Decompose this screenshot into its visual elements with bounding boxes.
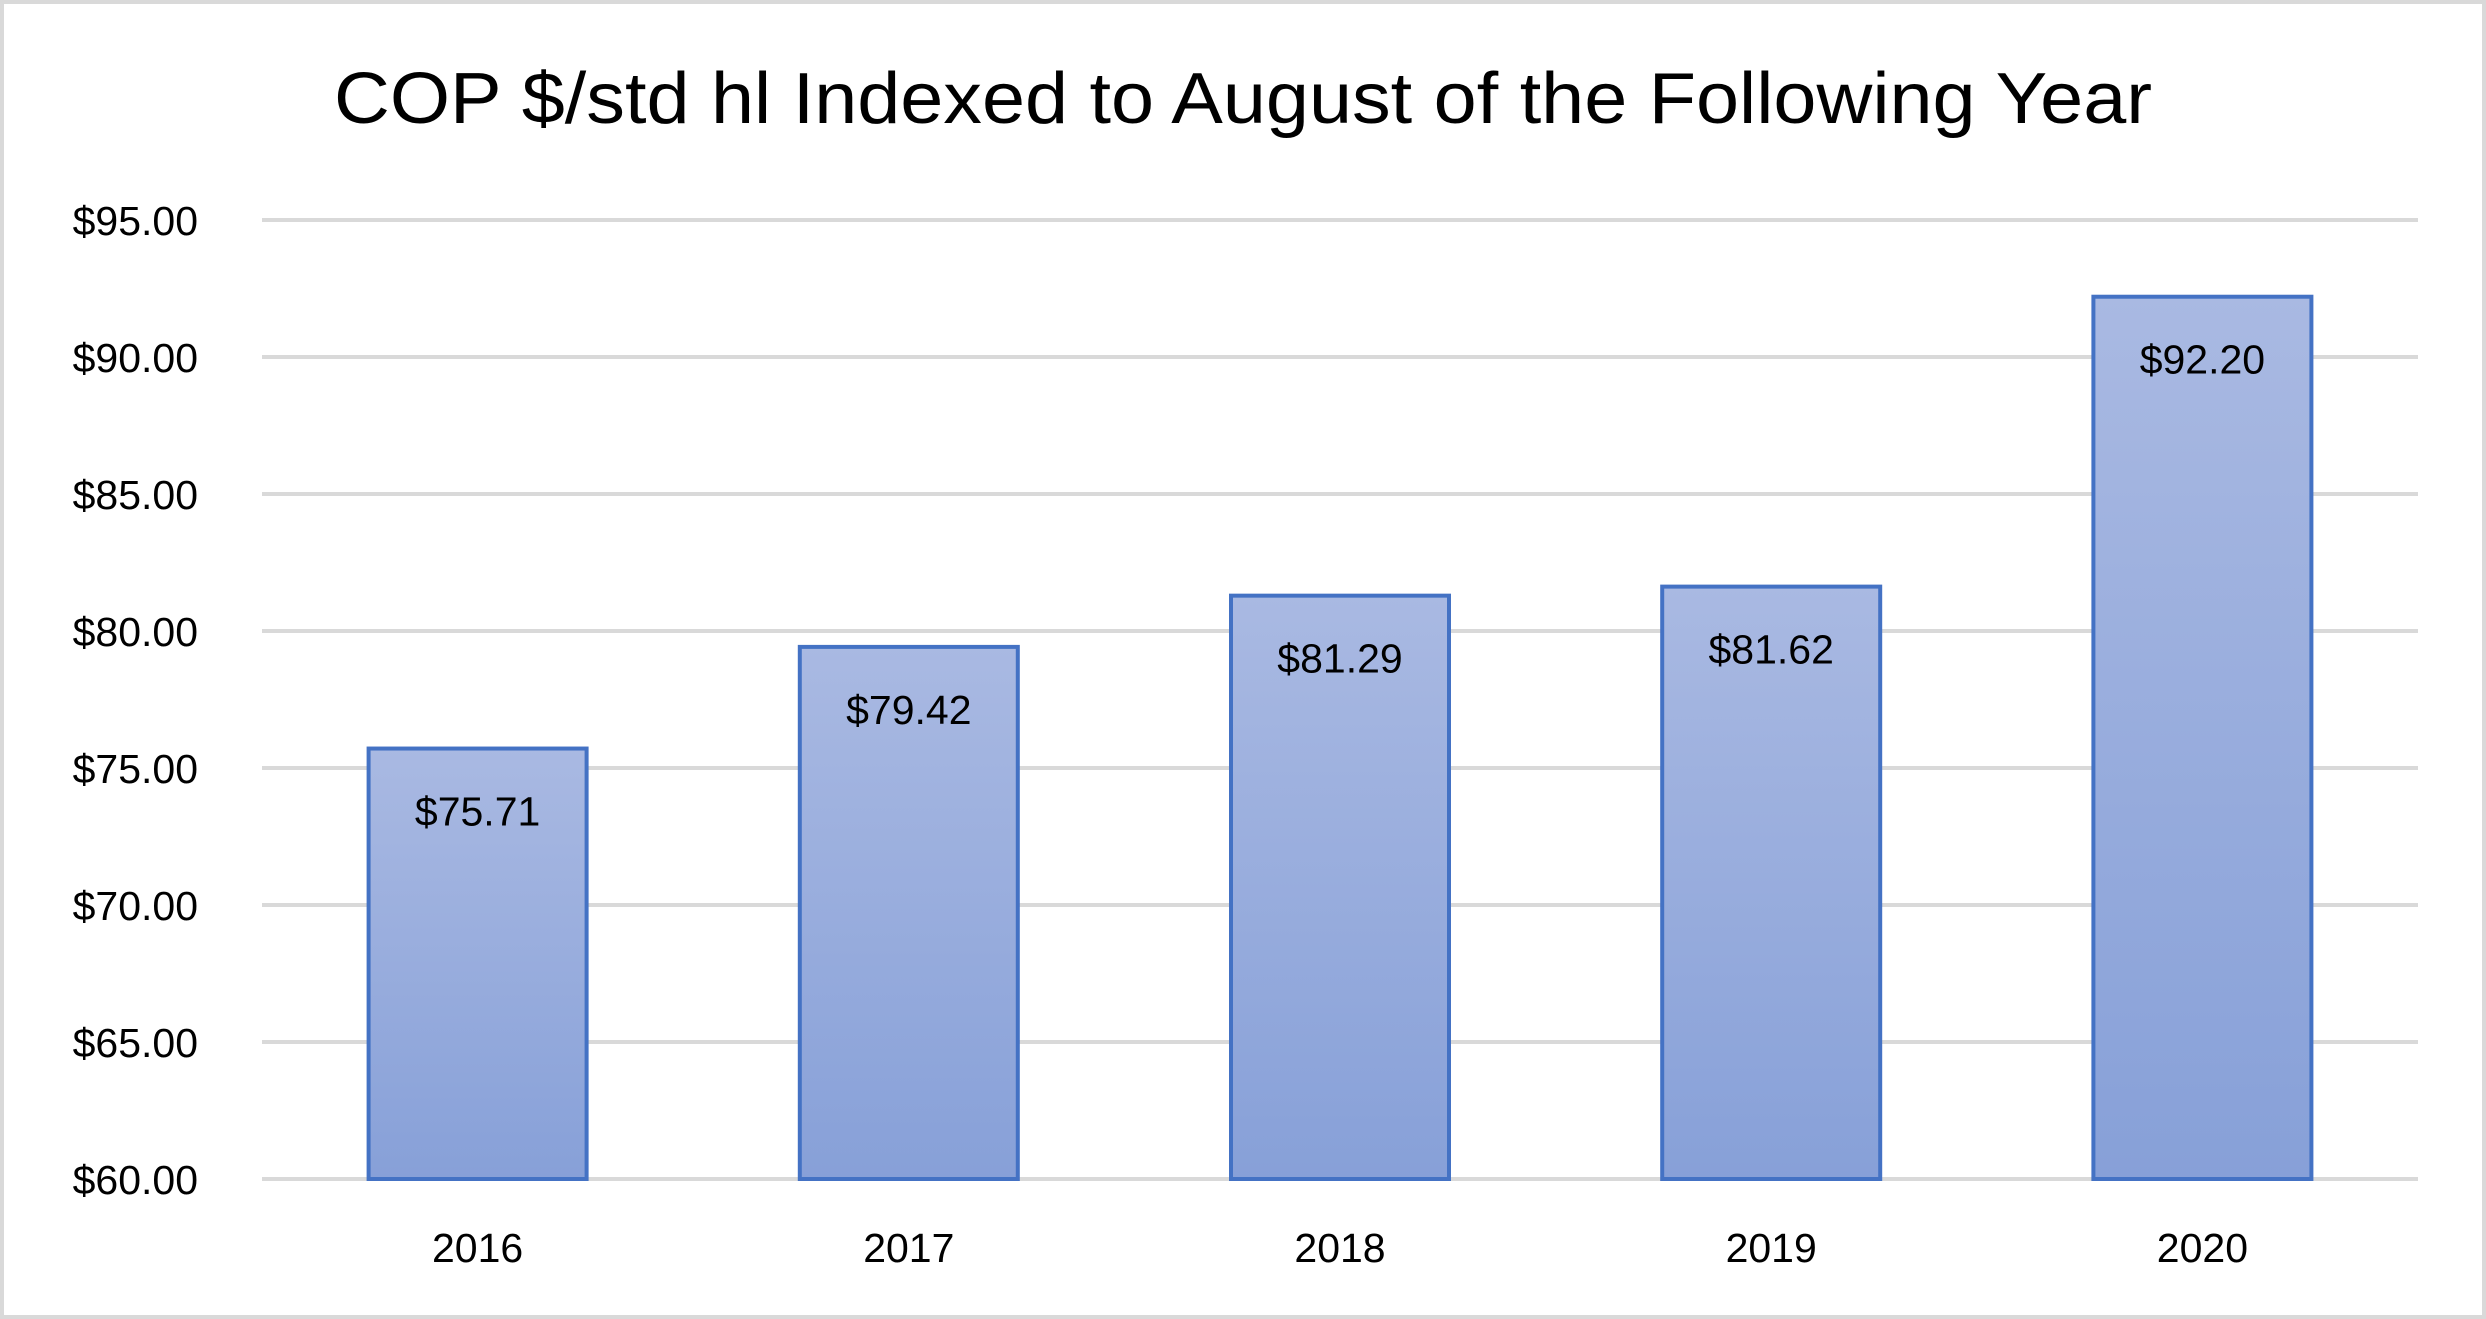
data-labels: $75.71 $79.42 $81.29 $81.62 $92.20 <box>415 337 2265 835</box>
x-tick-label: 2019 <box>1726 1225 1817 1271</box>
y-tick-label: $95.00 <box>73 198 198 244</box>
data-label: $81.29 <box>1277 636 1402 682</box>
bar-2018 <box>1229 593 1451 1181</box>
data-label: $79.42 <box>846 687 971 733</box>
bars <box>366 294 2314 1182</box>
chart-title: COP $/std hl Indexed to August of the Fo… <box>334 59 2152 139</box>
bar-2017 <box>797 644 1020 1181</box>
bar-2019 <box>1660 584 1883 1181</box>
y-axis-labels: $60.00 $65.00 $70.00 $75.00 $80.00 $85.00 $90.… <box>73 198 198 1203</box>
data-label: $92.20 <box>2140 337 2265 383</box>
x-tick-label: 2016 <box>432 1225 523 1271</box>
y-tick-label: $65.00 <box>73 1020 198 1066</box>
y-tick-label: $60.00 <box>73 1157 198 1203</box>
y-tick-label: $90.00 <box>73 335 198 381</box>
data-label: $81.62 <box>1708 627 1833 673</box>
y-tick-label: $80.00 <box>73 609 198 655</box>
x-axis-labels: 2016 2017 2018 2019 2020 <box>432 1225 2248 1271</box>
y-tick-label: $75.00 <box>73 746 198 792</box>
data-label: $75.71 <box>415 789 540 835</box>
y-tick-label: $85.00 <box>73 472 198 518</box>
x-tick-label: 2020 <box>2157 1225 2248 1271</box>
y-tick-label: $70.00 <box>73 883 198 929</box>
x-tick-label: 2018 <box>1294 1225 1385 1271</box>
x-tick-label: 2017 <box>863 1225 954 1271</box>
bar-2020 <box>2091 294 2314 1182</box>
bar-2016 <box>366 746 589 1182</box>
